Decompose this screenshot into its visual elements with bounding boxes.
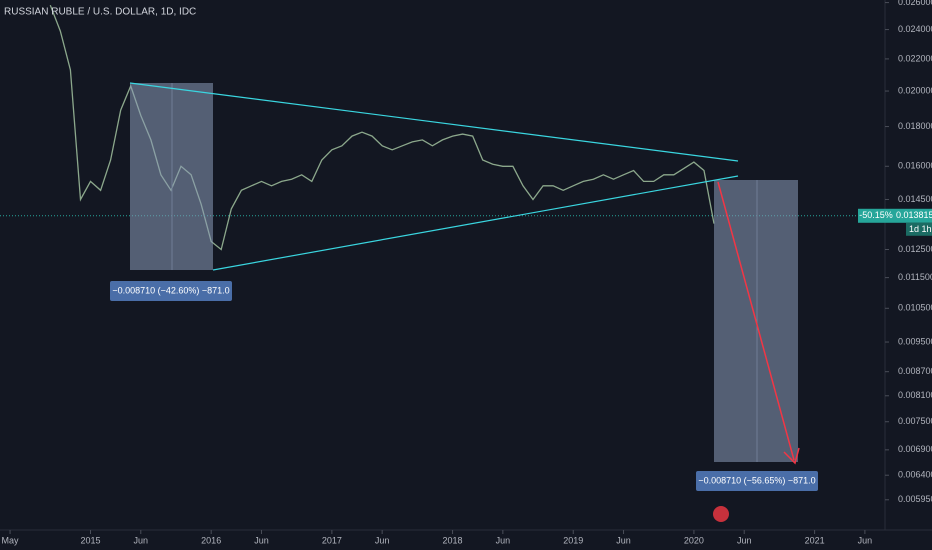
y-tick-label: 0.012500 bbox=[898, 244, 932, 254]
measure-label-box bbox=[110, 281, 232, 301]
change-box bbox=[858, 208, 894, 223]
y-tick-label: 0.016000 bbox=[898, 161, 932, 171]
trend-line bbox=[129, 82, 739, 162]
arrow bbox=[717, 181, 795, 461]
arrow-head bbox=[783, 447, 800, 465]
chart-title: RUSSIAN RUBLE / U.S. DOLLAR, 1D, IDC bbox=[4, 7, 196, 18]
y-tick-label: 0.006400 bbox=[898, 470, 932, 480]
x-tick-label: Jun bbox=[254, 535, 269, 545]
x-tick-label: 2015 bbox=[80, 535, 100, 545]
measure-label: −0.008710 (−56.65%) −871.0 bbox=[698, 475, 815, 485]
x-tick-label: 2019 bbox=[563, 535, 583, 545]
y-tick-label: 0.020000 bbox=[898, 85, 932, 95]
y-tick-label: 0.007500 bbox=[898, 416, 932, 426]
trend-line bbox=[212, 175, 739, 271]
y-tick-label: 0.014500 bbox=[898, 194, 932, 204]
y-tick-label: 0.024000 bbox=[898, 24, 932, 34]
y-tick-label: 0.011500 bbox=[898, 272, 932, 282]
event-icon[interactable] bbox=[713, 506, 729, 522]
countdown-label: 1d 1h bbox=[909, 224, 932, 234]
y-tick-label: 0.018000 bbox=[898, 121, 932, 131]
y-tick-label: 0.010500 bbox=[898, 303, 932, 313]
x-tick-label: 2020 bbox=[684, 535, 704, 545]
x-tick-label: 2018 bbox=[443, 535, 463, 545]
x-tick-label: Jun bbox=[496, 535, 511, 545]
x-tick-label: May bbox=[2, 535, 20, 545]
x-tick-label: Jun bbox=[375, 535, 390, 545]
y-tick-label: 0.005950 bbox=[898, 494, 932, 504]
y-tick-label: 0.006900 bbox=[898, 444, 932, 454]
y-tick-label: 0.009500 bbox=[898, 336, 932, 346]
x-tick-label: Jun bbox=[616, 535, 631, 545]
x-tick-label: 2016 bbox=[201, 535, 221, 545]
x-tick-label: Jun bbox=[134, 535, 149, 545]
price-box bbox=[894, 208, 932, 223]
x-tick-label: Jun bbox=[858, 535, 873, 545]
x-tick-label: 2017 bbox=[322, 535, 342, 545]
x-tick-label: Jun bbox=[737, 535, 752, 545]
last-price-label: 0.013815 bbox=[896, 210, 932, 220]
x-tick-label: 2021 bbox=[805, 535, 825, 545]
y-tick-label: 0.022000 bbox=[898, 53, 932, 63]
change-label: -50.15% bbox=[859, 210, 893, 220]
countdown-box bbox=[906, 222, 932, 236]
y-tick-label: 0.026000 bbox=[898, 0, 932, 7]
y-tick-label: 0.008700 bbox=[898, 366, 932, 376]
measure-label-box bbox=[696, 471, 818, 491]
y-tick-label: 0.008100 bbox=[898, 390, 932, 400]
measure-label: −0.008710 (−42.60%) −871.0 bbox=[112, 285, 229, 295]
